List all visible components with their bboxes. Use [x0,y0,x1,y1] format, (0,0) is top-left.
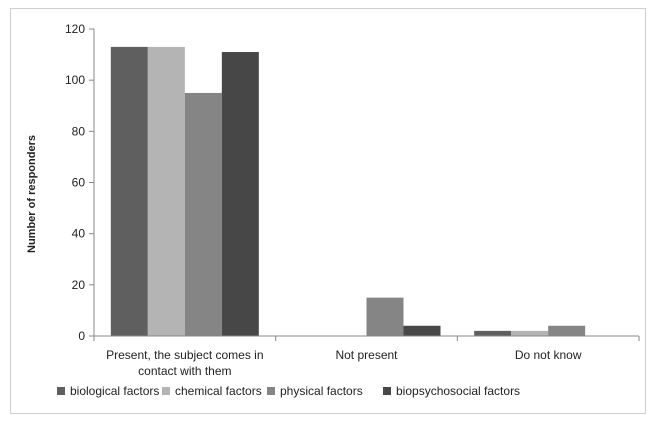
category-label: Present, the subject comes in [106,348,263,362]
bar [366,297,404,336]
legend-label: biopsychosocial factors [396,384,520,398]
bar [184,92,222,336]
y-tick-labels: 0 20 40 60 80 100 120 [65,22,85,343]
legend-swatch [162,387,170,395]
y-tick-label: 20 [72,278,86,292]
bars [110,46,586,337]
category-labels: Present, the subject comes in contact wit… [106,348,582,378]
bar [474,330,512,336]
legend-label: physical factors [280,384,363,398]
y-tick-label: 100 [65,73,85,87]
bar [147,46,185,337]
legend-swatch [267,387,275,395]
category-label: Not present [335,348,398,362]
bar [548,325,586,336]
axes [89,28,640,341]
y-tick-label: 80 [72,124,86,138]
category-label: contact with them [138,364,231,378]
y-axis-label: Number of responders [26,135,38,253]
legend-label: chemical factors [175,384,262,398]
legend-swatch [383,387,391,395]
legend: biological factors chemical factors physic… [57,384,520,398]
y-tick-label: 40 [72,227,86,241]
y-tick-label: 120 [65,22,85,36]
bar [110,46,148,337]
bar [403,325,441,336]
chart-frame: Number of responders 0 20 40 60 80 100 120 Pre… [10,8,646,414]
legend-swatch [57,387,65,395]
y-tick-label: 0 [78,329,85,343]
category-label: Do not know [515,348,582,362]
bar [221,52,259,337]
bar-chart: Number of responders 0 20 40 60 80 100 120 Pre… [26,22,640,398]
y-tick-label: 60 [72,176,86,190]
legend-label: biological factors [70,384,159,398]
bar [511,330,549,336]
